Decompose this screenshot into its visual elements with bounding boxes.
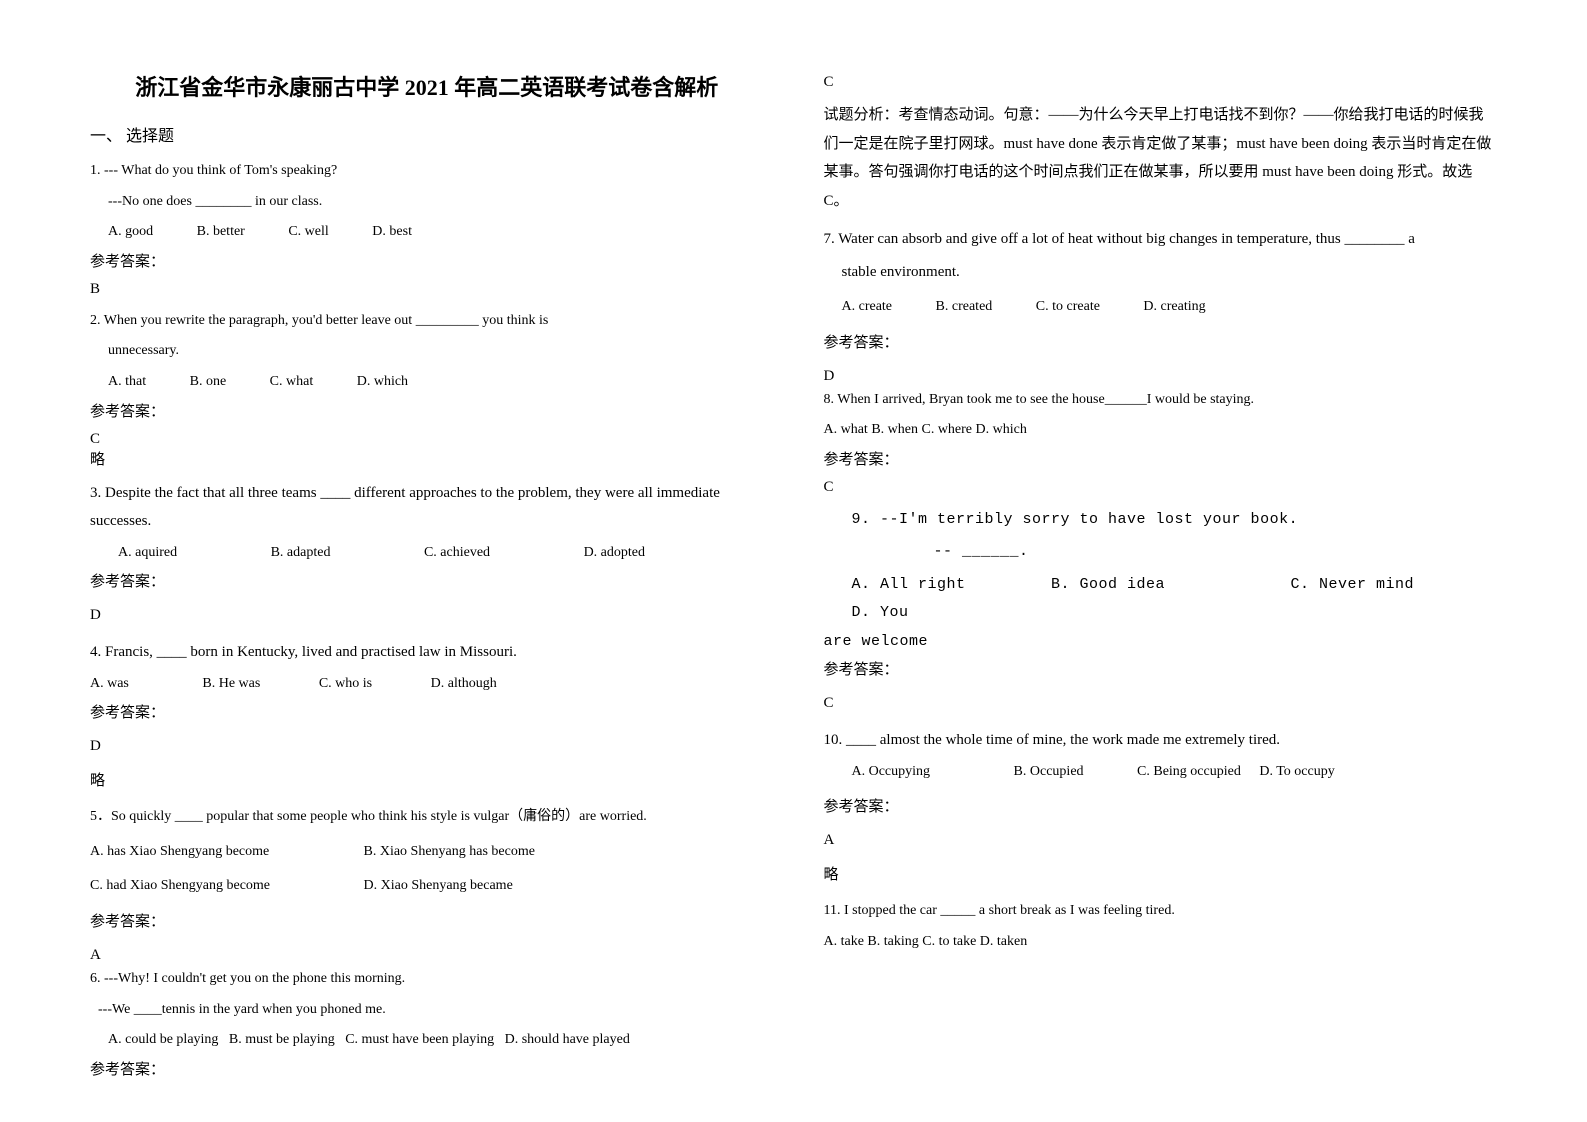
q6-options: A. could be playing B. must be playing C… [90,1027,764,1054]
q4-ans-label: 参考答案： [90,701,764,722]
q5-stem: 5．So quickly ____ popular that some peop… [90,804,764,831]
q8-stem: 8. When I arrived, Bryan took me to see … [824,387,1498,414]
q4-stem: 4. Francis, ____ born in Kentucky, lived… [90,638,764,667]
q1-opt-a: A. good [108,219,153,246]
q10-opt-c: C. Being occupied [1137,759,1241,786]
q9-options: A. All right B. Good idea C. Never mind … [824,571,1498,628]
q7-ans: D [824,368,1498,385]
q7-opt-a: A. create [842,294,893,321]
q1-options: A. good B. better C. well D. best [90,219,764,246]
q1-ans-label: 参考答案： [90,250,764,271]
q2-stem-1: 2. When you rewrite the paragraph, you'd… [90,308,764,335]
q1-opt-d: D. best [372,219,412,246]
q6-ans-label: 参考答案： [90,1058,764,1079]
q10-opt-a: A. Occupying [852,759,931,786]
q5-opt-b: B. Xiao Shenyang has become [364,844,535,859]
q5-ans: A [90,947,764,964]
q3-ans-label: 参考答案： [90,570,764,591]
q10-options: A. Occupying B. Occupied C. Being occupi… [824,759,1498,786]
q7-opt-c: C. to create [1036,294,1100,321]
q4-ans: D [90,738,764,755]
q7-stem-2: stable environment. [824,258,1498,287]
q9-opt-a: A. All right [852,571,1042,600]
q9-ans-label: 参考答案： [824,658,1498,679]
q10-opt-d: D. To occupy [1259,759,1334,786]
q9-ans: C [824,695,1498,712]
q3-opt-d: D. adopted [584,540,645,567]
q4-options: A. was B. He was C. who is D. although [90,671,764,698]
q7-stem-1: 7. Water can absorb and give off a lot o… [824,225,1498,254]
q7-opt-d: D. creating [1143,294,1205,321]
q5-options-row1: A. has Xiao Shengyang become B. Xiao She… [90,839,764,866]
section-heading: 一、 选择题 [90,122,764,146]
q5-opt-c: C. had Xiao Shengyang become [90,873,360,900]
q1-opt-b: B. better [197,219,245,246]
q1-stem-2: ---No one does ________ in our class. [90,189,764,216]
q3-options: A. aquired B. adapted C. achieved D. ado… [90,540,764,567]
q5-ans-label: 参考答案： [90,910,764,931]
q2-opt-d: D. which [357,369,408,396]
q3-opt-c: C. achieved [424,540,490,567]
q6-ans: C [824,74,1498,91]
q6-opt-c: C. must have been playing [345,1032,494,1047]
q8-ans: C [824,479,1498,496]
q3-opt-b: B. adapted [271,540,331,567]
q2-stem-2: unnecessary. [90,338,764,365]
q11-options: A. take B. taking C. to take D. taken [824,929,1498,956]
q10-stem: 10. ____ almost the whole time of mine, … [824,726,1498,755]
q5-opt-a: A. has Xiao Shengyang become [90,839,360,866]
q2-opt-a: A. that [108,369,146,396]
q7-ans-label: 参考答案： [824,331,1498,352]
q9-opt-c: C. Never mind [1291,571,1491,600]
q5-options-row2: C. had Xiao Shengyang become D. Xiao She… [90,873,764,900]
q7-opt-b: B. created [936,294,993,321]
q1-ans: B [90,281,764,298]
q4-opt-b: B. He was [202,671,260,698]
q9-stem-1: 9. --I'm terribly sorry to have lost you… [824,506,1498,535]
q2-note: 略 [90,448,764,469]
q9-opt-d-cont: are welcome [824,628,1498,657]
q1-stem-1: 1. --- What do you think of Tom's speaki… [90,158,764,185]
q2-ans-label: 参考答案： [90,400,764,421]
q6-stem-1: 6. ---Why! I couldn't get you on the pho… [90,966,764,993]
q3-ans: D [90,607,764,624]
q8-options: A. what B. when C. where D. which [824,417,1498,444]
q9-stem-2: -- ______. [824,538,1498,567]
q6-stem-2: ---We ____tennis in the yard when you ph… [90,997,764,1024]
q9-opt-d: D. You [852,604,909,621]
page-title: 浙江省金华市永康丽古中学 2021 年高二英语联考试卷含解析 [90,70,764,102]
q7-options: A. create B. created C. to create D. cre… [824,294,1498,321]
q9-opt-b: B. Good idea [1051,571,1281,600]
q10-note: 略 [824,863,1498,884]
q3-opt-a: A. aquired [118,540,177,567]
q10-ans: A [824,832,1498,849]
q4-note: 略 [90,769,764,790]
q3-stem: 3. Despite the fact that all three teams… [90,479,764,536]
q4-opt-d: D. although [431,671,497,698]
q6-opt-a: A. could be playing [108,1032,218,1047]
q6-explain: 试题分析：考查情态动词。句意：——为什么今天早上打电话找不到你？——你给我打电话… [824,101,1498,215]
q4-opt-c: C. who is [319,671,372,698]
q8-ans-label: 参考答案： [824,448,1498,469]
q1-opt-c: C. well [288,219,328,246]
q6-opt-d: D. should have played [505,1032,630,1047]
q5-opt-d: D. Xiao Shenyang became [364,878,513,893]
q10-opt-b: B. Occupied [1014,759,1084,786]
q6-opt-b: B. must be playing [229,1032,335,1047]
q11-stem: 11. I stopped the car _____ a short brea… [824,898,1498,925]
q2-opt-b: B. one [190,369,227,396]
q2-opt-c: C. what [270,369,314,396]
q10-ans-label: 参考答案： [824,795,1498,816]
q2-options: A. that B. one C. what D. which [90,369,764,396]
q4-opt-a: A. was [90,671,129,698]
q2-ans: C [90,431,764,448]
exam-page: 浙江省金华市永康丽古中学 2021 年高二英语联考试卷含解析 一、 选择题 1.… [90,70,1497,1082]
